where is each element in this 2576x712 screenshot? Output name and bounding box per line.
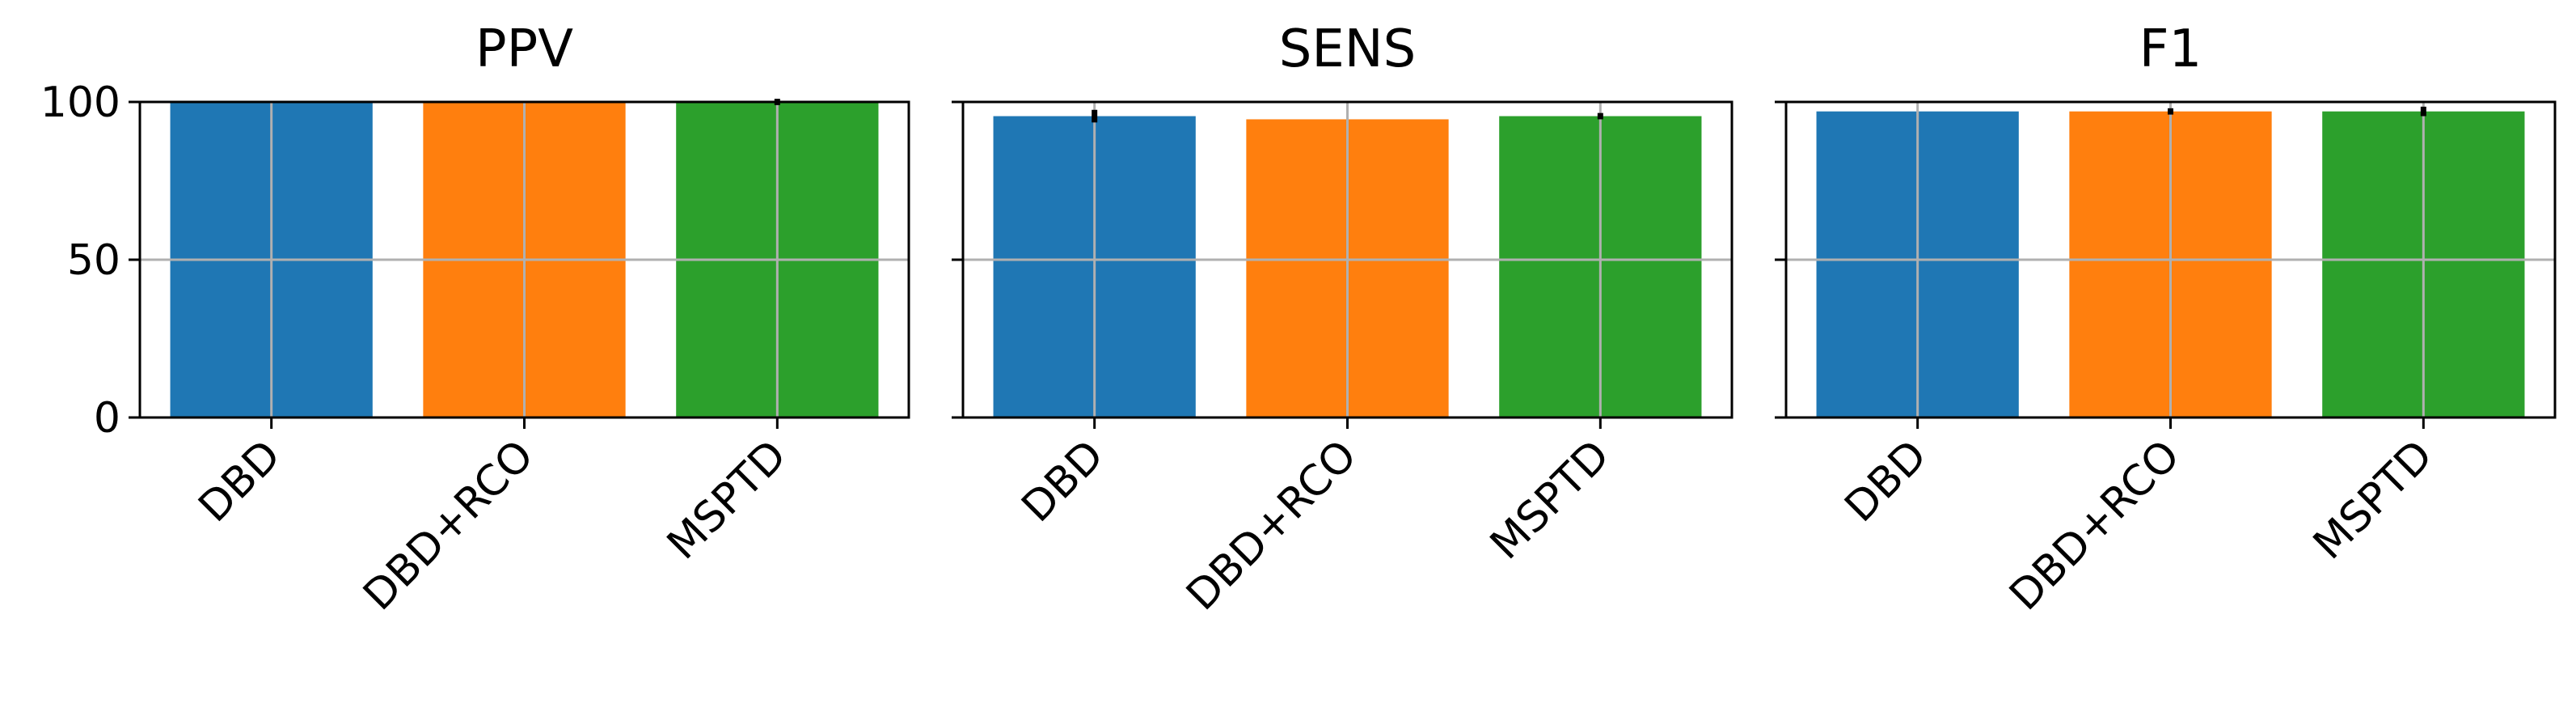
x-tick-label: DBD <box>190 431 290 532</box>
x-tick-label: MSPTD <box>2304 431 2442 569</box>
x-tick-label: DBD <box>1013 431 1113 532</box>
x-tick-label: DBD+RCO <box>2000 431 2189 620</box>
x-tick-label: DBD <box>1836 431 1936 532</box>
x-tick-label: MSPTD <box>658 431 796 569</box>
x-tick-label: DBD+RCO <box>1177 431 1366 620</box>
y-tick-label: 100 <box>40 78 120 127</box>
y-tick-label: 0 <box>94 394 120 443</box>
x-tick-label: DBD+RCO <box>354 431 543 620</box>
chart-title: SENS <box>1279 19 1417 79</box>
x-tick-label: MSPTD <box>1481 431 1619 569</box>
chart-title: PPV <box>475 19 573 79</box>
y-tick-label: 50 <box>67 236 120 285</box>
chart-title: F1 <box>2139 19 2202 79</box>
